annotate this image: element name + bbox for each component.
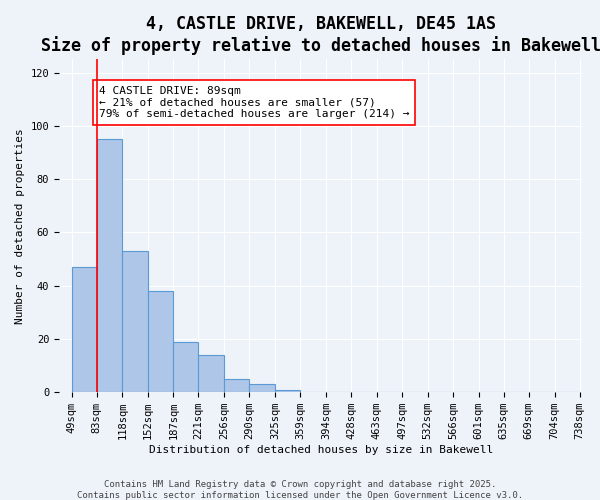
Bar	[97, 139, 122, 392]
Text: 4 CASTLE DRIVE: 89sqm
← 21% of detached houses are smaller (57)
79% of semi-deta: 4 CASTLE DRIVE: 89sqm ← 21% of detached …	[99, 86, 409, 119]
Y-axis label: Number of detached properties: Number of detached properties	[15, 128, 25, 324]
Bar	[173, 342, 199, 392]
Bar	[250, 384, 275, 392]
Title: 4, CASTLE DRIVE, BAKEWELL, DE45 1AS
Size of property relative to detached houses: 4, CASTLE DRIVE, BAKEWELL, DE45 1AS Size…	[41, 15, 600, 55]
Bar	[148, 291, 173, 392]
Text: Contains HM Land Registry data © Crown copyright and database right 2025.
Contai: Contains HM Land Registry data © Crown c…	[77, 480, 523, 500]
Bar	[275, 390, 300, 392]
Bar	[199, 355, 224, 392]
X-axis label: Distribution of detached houses by size in Bakewell: Distribution of detached houses by size …	[149, 445, 493, 455]
Bar	[122, 251, 148, 392]
Bar	[71, 267, 97, 392]
Bar	[224, 379, 250, 392]
